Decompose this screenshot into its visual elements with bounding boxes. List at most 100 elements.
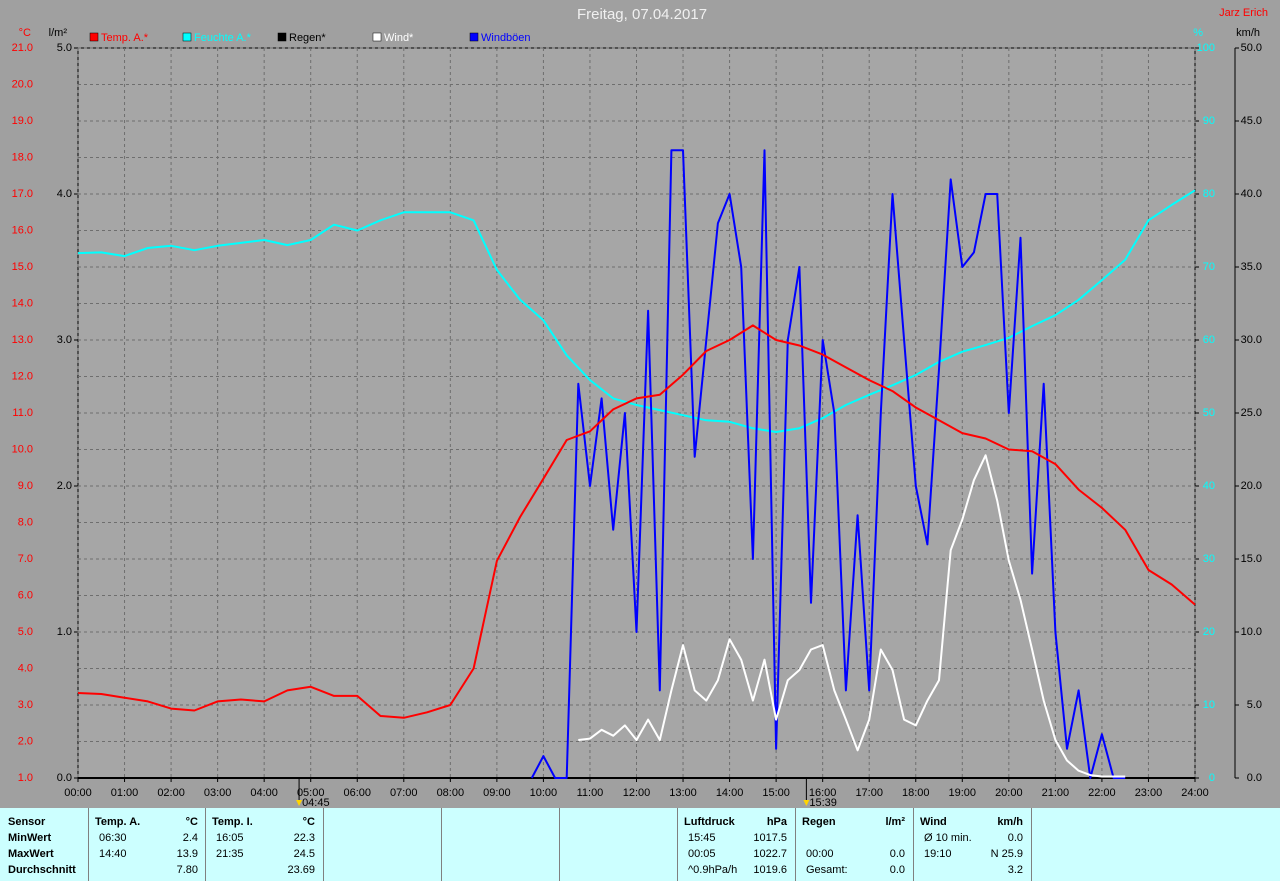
y-tick-label: 45.0 (1241, 115, 1262, 127)
y-tick-label: 80 (1203, 188, 1215, 200)
x-tick-label: 13:00 (669, 787, 697, 799)
legend-label: Feuchte A.* (194, 32, 252, 44)
y-tick-label: 40 (1203, 480, 1215, 492)
cell-time: ^0.9hPa/h (688, 864, 738, 876)
column-unit: hPa (766, 816, 787, 828)
legend-swatch (469, 32, 479, 42)
column-divider (559, 808, 560, 881)
column-unit: °C (302, 816, 315, 828)
column-unit: km/h (997, 816, 1023, 828)
series-line (578, 454, 1126, 778)
x-tick-label: 24:00 (1181, 787, 1209, 799)
unit-label: % (1193, 27, 1203, 39)
x-tick-label: 22:00 (1088, 787, 1116, 799)
x-tick-label: 00:00 (64, 787, 92, 799)
y-tick-label: 1.0 (57, 626, 72, 638)
legend-swatch (277, 32, 287, 42)
y-tick-label: 0.0 (57, 772, 72, 784)
series-line (530, 149, 1126, 779)
y-tick-label: 20.0 (1241, 480, 1262, 492)
column-unit: °C (185, 816, 198, 828)
x-tick-label: 17:00 (855, 787, 883, 799)
column-header: Temp. A. (95, 816, 141, 828)
series-line (77, 324, 1196, 719)
x-tick-label: 14:00 (716, 787, 744, 799)
y-tick-label: 25.0 (1241, 407, 1262, 419)
unit-label: km/h (1236, 27, 1260, 39)
summary-panel: Sensor MinWert MaxWert Durchschnitt Temp. A.… (0, 808, 1280, 881)
y-tick-label: 19.0 (12, 115, 33, 127)
column-header: Temp. I. (212, 816, 253, 828)
y-tick-label: 90 (1203, 115, 1215, 127)
y-tick-label: 20 (1203, 626, 1215, 638)
legend-swatch (182, 32, 192, 42)
sensor-block: Regen l/m² 00:00 0.0 Gesamt: 0.0 (795, 808, 913, 881)
x-tick-label: 08:00 (437, 787, 465, 799)
x-tick-label: 07:00 (390, 787, 418, 799)
column-header: Wind (920, 816, 947, 828)
y-tick-label: 0 (1209, 772, 1215, 784)
series-line (77, 189, 1196, 433)
cell-value: 2.4 (182, 832, 198, 844)
x-tick-label: 12:00 (623, 787, 651, 799)
row-label: MaxWert (8, 848, 54, 860)
column-header: Luftdruck (684, 816, 735, 828)
x-tick-label: 06:00 (343, 787, 371, 799)
cell-value: 1017.5 (753, 832, 787, 844)
y-tick-label: 2.0 (57, 480, 72, 492)
y-tick-label: 7.0 (18, 553, 33, 565)
y-tick-label: 5.0 (18, 626, 33, 638)
legend-label: Regen* (289, 32, 326, 44)
y-tick-label: 50.0 (1241, 42, 1262, 54)
row-label: Durchschnitt (8, 864, 76, 876)
cell-value: 1022.7 (753, 848, 787, 860)
x-tick-label: 15:00 (762, 787, 790, 799)
cell-value: 0.0 (1007, 832, 1023, 844)
chart: Freitag, 07.04.2017 Jarz Erich °C l/m² %… (12, 6, 1268, 808)
y-tick-label: 20.0 (12, 78, 33, 90)
column-divider (441, 808, 442, 881)
y-tick-label: 15.0 (1241, 553, 1262, 565)
x-tick-label: 18:00 (902, 787, 930, 799)
legend-swatch (89, 32, 99, 42)
row-label: Sensor (8, 816, 46, 828)
x-tick-label: 19:00 (949, 787, 977, 799)
cell-time: 00:05 (688, 848, 716, 860)
sensor-block: Luftdruck hPa 15:45 1017.5 00:05 1022.7 ^0.9hP… (677, 808, 795, 881)
y-tick-label: 6.0 (18, 589, 33, 601)
annotation-icon (803, 800, 810, 806)
annotation-icon (296, 800, 303, 806)
cell-value: 22.3 (293, 832, 315, 844)
unit-label: °C (19, 27, 31, 39)
author: Jarz Erich (1219, 7, 1268, 19)
annotation-label: 15:39 (809, 797, 837, 808)
y-tick-label: 4.0 (57, 188, 72, 200)
cell-time: 19:10 (924, 848, 952, 860)
cell-time: 15:45 (688, 832, 716, 844)
y-tick-label: 21.0 (12, 42, 33, 54)
y-tick-label: 60 (1203, 334, 1215, 346)
legend-swatch (372, 32, 382, 42)
cell-time: 16:05 (216, 832, 244, 844)
y-tick-label: 16.0 (12, 224, 33, 236)
y-tick-label: 3.0 (18, 699, 33, 711)
cell-time: 00:00 (806, 848, 834, 860)
cell-value: 3.2 (1007, 864, 1023, 876)
y-tick-label: 17.0 (12, 188, 33, 200)
y-tick-label: 35.0 (1241, 261, 1262, 273)
y-tick-label: 70 (1203, 261, 1215, 273)
y-tick-label: 15.0 (12, 261, 33, 273)
x-tick-label: 01:00 (111, 787, 139, 799)
y-tick-label: 18.0 (12, 151, 33, 163)
y-tick-label: 13.0 (12, 334, 33, 346)
x-tick-label: 11:00 (577, 787, 604, 799)
cell-value: 0.0 (889, 848, 905, 860)
x-tick-label: 03:00 (204, 787, 232, 799)
cell-time: 14:40 (99, 848, 127, 860)
annotation-label: 04:45 (302, 797, 330, 808)
sensor-block: Temp. I. °C 16:05 22.3 21:35 24.5 23.69 (205, 808, 323, 881)
x-tick-label: 05:00 (297, 787, 325, 799)
y-tick-label: 0.0 (1247, 772, 1262, 784)
cell-time: Ø 10 min. (924, 832, 972, 844)
